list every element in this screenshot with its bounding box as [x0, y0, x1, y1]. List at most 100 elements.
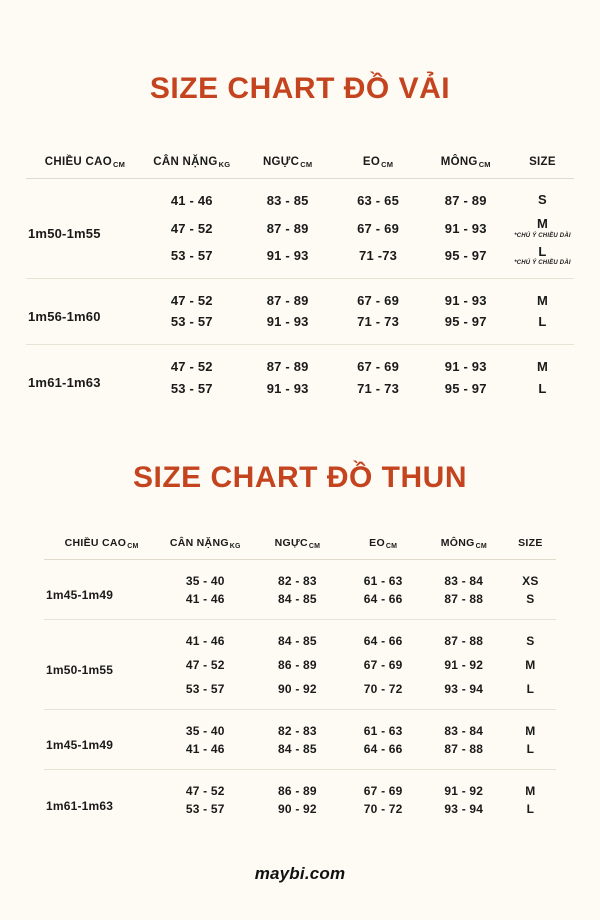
cell-size: L *CHÚ Ý CHIỀU DÀI [511, 245, 574, 278]
cell-size: M [525, 783, 536, 798]
column-header-size: SIZE [505, 537, 556, 560]
size-table-do-thun: CHIỀU CAOCM CÂN NẶNGKG NGỰCCM EOCM MÔNGC… [44, 537, 556, 830]
cell-hip: 91 - 92 [444, 783, 484, 798]
cell-size: S [526, 633, 535, 648]
table-header-row: CHIỀU CAOCM CÂN NẶNGKG NGỰCCM EOCM MÔNGC… [44, 537, 556, 560]
cell-hip: 83 - 84 [444, 723, 484, 738]
column-header-size: SIZE [511, 156, 574, 179]
table-row: 1m61-1m63 47 - 52 87 - 89 67 - 69 91 - 9… [26, 344, 574, 391]
column-header-waist: EOCM [344, 537, 423, 560]
row-group: 1m61-1m63 47 - 52 86 - 89 67 - 69 91 - 9… [44, 770, 556, 830]
table-row: 53 - 57 91 - 93 71 - 73 95 - 97 L [26, 311, 574, 344]
row-group: 1m61-1m63 47 - 52 87 - 89 67 - 69 91 - 9… [26, 344, 574, 410]
cell-hip: 95 - 97 [444, 248, 487, 264]
cell-size: L [538, 380, 547, 396]
column-header-hip: MÔNGCM [423, 537, 505, 560]
chart-title-do-vai: SIZE CHART ĐỒ VẢI [149, 72, 451, 106]
column-header-weight-label: CÂN NẶNG [169, 537, 229, 550]
cell-size: S [511, 179, 574, 212]
cell-waist: 61 - 63 [363, 573, 403, 588]
cell-waist: 63 - 65 [357, 193, 399, 209]
cell-weight: 47 - 52 [170, 292, 213, 308]
cell-waist: 64 - 66 [363, 592, 403, 607]
size-letter: S [538, 192, 547, 208]
cell-weight: 53 - 57 [170, 314, 213, 330]
cell-waist: 64 - 66 [363, 633, 403, 648]
brand-name: maybi.com [254, 864, 346, 884]
cell-waist: 67 - 69 [357, 220, 399, 236]
table-row: 47 - 52 86 - 89 67 - 69 91 - 92 M [44, 650, 556, 680]
table-row: 53 - 57 91 - 93 71 -73 95 - 97 L *CHÚ Ý C… [26, 245, 574, 278]
cell-hip: 91 - 93 [444, 292, 487, 308]
cell-bust: 84 - 85 [278, 742, 317, 757]
cell-waist: 71 - 73 [357, 380, 399, 396]
cell-weight: 41 - 46 [185, 742, 225, 757]
cell-size: M [536, 358, 548, 374]
table-header-row: CHIỀU CAOCM CÂN NẶNGKG NGỰCCM EOCM MÔNGC… [26, 156, 574, 179]
cell-weight: 41 - 46 [185, 592, 225, 607]
column-header-hip-unit: CM [475, 543, 487, 551]
table-row: 1m50-1m55 41 - 46 84 - 85 64 - 66 87 - 8… [44, 620, 556, 678]
size-letter: L [538, 243, 547, 259]
cell-weight: 53 - 57 [185, 682, 225, 697]
cell-hip: 87 - 88 [444, 742, 484, 757]
cell-hip: 95 - 97 [444, 380, 487, 396]
cell-bust: 82 - 83 [278, 723, 317, 738]
cell-size: L [526, 682, 535, 697]
column-header-waist-unit: CM [381, 160, 394, 170]
column-header-size-label: SIZE [529, 156, 556, 169]
table-row: 1m50-1m55 41 - 46 83 - 85 63 - 65 87 - 8… [26, 179, 574, 241]
cell-waist: 67 - 69 [357, 292, 399, 308]
column-header-hip: MÔNGCM [421, 156, 511, 179]
column-header-bust: NGỰCCM [251, 537, 343, 560]
size-table-do-vai: CHIỀU CAOCM CÂN NẶNGKG NGỰCCM EOCM MÔNGC… [26, 156, 574, 410]
cell-bust: 90 - 92 [278, 682, 317, 697]
table-row: 53 - 57 91 - 93 71 - 73 95 - 97 L [26, 377, 574, 410]
cell-weight: 41 - 46 [185, 633, 225, 648]
cell-hip: 91 - 92 [444, 657, 484, 672]
column-header-bust-label: NGỰC [262, 156, 300, 169]
cell-waist: 67 - 69 [363, 783, 403, 798]
size-table-do-thun-block: CHIỀU CAOCM CÂN NẶNGKG NGỰCCM EOCM MÔNGC… [0, 515, 600, 830]
cell-hip: 91 - 93 [444, 220, 487, 236]
cell-hip: 87 - 89 [444, 193, 487, 209]
cell-size: M [525, 723, 536, 738]
row-group: 1m45-1m49 35 - 40 82 - 83 61 - 63 83 - 8… [44, 710, 556, 770]
row-group: 1m50-1m55 41 - 46 83 - 85 63 - 65 87 - 8… [26, 179, 574, 279]
cell-hip: 83 - 84 [444, 573, 484, 588]
cell-weight: 47 - 52 [185, 657, 225, 672]
table-row: 41 - 46 84 - 85 64 - 66 87 - 88 S [44, 590, 556, 620]
cell-waist: 64 - 66 [363, 742, 403, 757]
table-row: 53 - 57 90 - 92 70 - 72 93 - 94 L [44, 800, 556, 830]
cell-size: M *CHÚ Ý CHIỀU DÀI [511, 212, 574, 245]
column-header-bust-label: NGỰC [274, 537, 308, 550]
cell-hip: 87 - 88 [444, 633, 484, 648]
column-header-waist: EOCM [336, 156, 421, 179]
column-header-bust-unit: CM [308, 543, 321, 551]
cell-weight: 53 - 57 [170, 380, 213, 396]
cell-weight: 53 - 57 [170, 248, 213, 264]
column-header-waist-unit: CM [385, 543, 398, 551]
cell-weight: 47 - 52 [170, 358, 213, 374]
cell-waist: 71 -73 [359, 248, 398, 264]
column-header-weight: CÂN NẶNGKG [144, 156, 240, 179]
cell-size: M [525, 657, 536, 672]
cell-bust: 90 - 92 [278, 802, 317, 817]
table-row: 53 - 57 90 - 92 70 - 72 93 - 94 L [44, 680, 556, 710]
cell-bust: 86 - 89 [278, 783, 317, 798]
size-table-do-vai-block: CHIỀU CAOCM CÂN NẶNGKG NGỰCCM EOCM MÔNGC… [0, 126, 600, 410]
cell-waist: 67 - 69 [363, 657, 403, 672]
row-group: 1m45-1m49 35 - 40 82 - 83 61 - 63 83 - 8… [44, 560, 556, 620]
column-header-weight-unit: KG [218, 160, 231, 170]
column-header-height-unit: CM [127, 543, 139, 551]
size-note: *CHÚ Ý CHIỀU DÀI [514, 260, 571, 267]
cell-weight: 35 - 40 [185, 723, 225, 738]
cell-height: 1m50-1m55 [28, 226, 101, 242]
size-letter: M [536, 216, 548, 232]
table-row: 47 - 52 87 - 89 67 - 69 91 - 93 M *CHÚ Ý … [26, 212, 574, 245]
column-header-waist-label: EO [362, 156, 381, 169]
cell-bust: 87 - 89 [266, 220, 309, 236]
cell-weight: 35 - 40 [185, 573, 225, 588]
cell-weight: 53 - 57 [185, 802, 225, 817]
column-header-weight-label: CÂN NẶNG [153, 156, 218, 169]
